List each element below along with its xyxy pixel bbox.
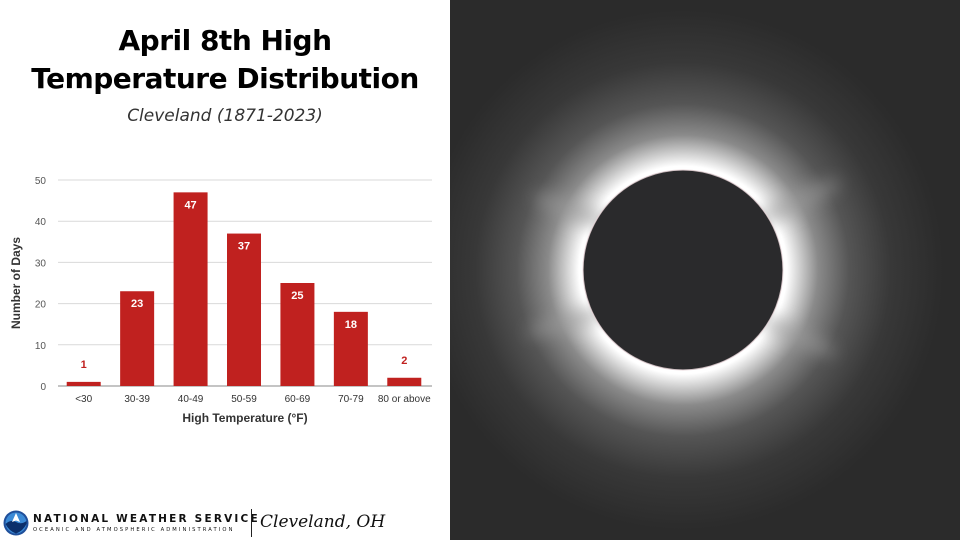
noaa-logo-icon [3, 510, 29, 536]
bar [387, 377, 422, 386]
footer: NATIONAL WEATHER SERVICE OCEANIC AND ATM… [0, 500, 450, 540]
y-tick-label: 40 [35, 217, 47, 228]
y-tick-label: 20 [35, 300, 47, 311]
title-line-2: Temperature Distribution [31, 62, 419, 95]
data-label: 23 [131, 298, 143, 310]
eclipse-photo [450, 0, 960, 540]
title-line-1: April 8th High [118, 24, 332, 57]
page-subtitle: Cleveland (1871-2023) [127, 106, 323, 126]
y-tick-label: 0 [40, 382, 46, 393]
data-label: 2 [401, 355, 407, 367]
x-tick-label: 30-39 [124, 394, 150, 405]
bar [333, 311, 368, 386]
solar-eclipse-photo [450, 0, 960, 540]
x-tick-label: 80 or above [378, 394, 431, 405]
bar [173, 192, 208, 386]
x-tick-label: 40-49 [178, 394, 204, 405]
x-axis-label: High Temperature (°F) [182, 411, 307, 425]
bar [280, 283, 315, 386]
bar [120, 291, 155, 386]
data-label: 18 [345, 319, 357, 331]
bar [227, 233, 261, 386]
x-tick-label: 60-69 [285, 394, 311, 405]
bar [66, 381, 101, 386]
y-axis-label: Number of Days [9, 237, 23, 329]
data-label: 37 [238, 241, 250, 253]
temperature-bar-chart: 0 10 20 30 40 50 1 <30 23 30-39 47 40-49 37 50-59 25 60… [9, 176, 432, 425]
y-tick-label: 10 [35, 341, 47, 352]
footer-divider [251, 509, 252, 537]
data-label: 1 [81, 359, 87, 371]
x-tick-label: 70-79 [338, 394, 364, 405]
x-tick-label: 50-59 [231, 394, 257, 405]
y-tick-label: 50 [35, 176, 47, 187]
page-title: April 8th High Temperature Distribution [0, 22, 450, 98]
data-label: 25 [291, 290, 303, 302]
data-label: 47 [184, 199, 196, 211]
office-name: Cleveland, OH [260, 512, 386, 532]
org-name: NATIONAL WEATHER SERVICE [33, 513, 260, 525]
org-subtitle: OCEANIC AND ATMOSPHERIC ADMINISTRATION [33, 527, 235, 533]
y-tick-label: 30 [35, 258, 47, 269]
x-tick-label: <30 [75, 394, 92, 405]
chart-panel: April 8th High Temperature Distribution … [0, 0, 450, 540]
